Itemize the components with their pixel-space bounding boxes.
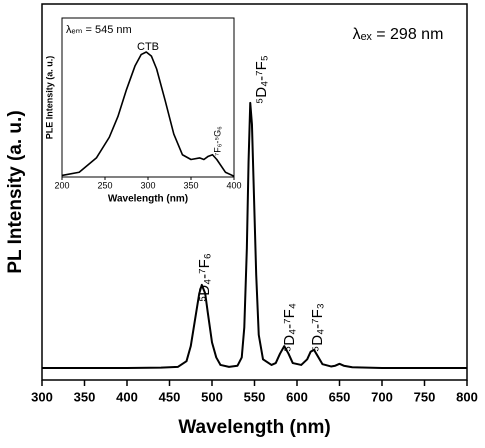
x-tick-label: 800 [456,389,478,404]
x-tick-label: 650 [329,389,351,404]
x-tick-label: 300 [140,180,155,190]
x-tick-label: 350 [74,389,96,404]
annotation: ⁵D₄-⁷F₄ [281,303,298,352]
x-tick-label: 400 [116,389,138,404]
spectrum-line [42,101,467,369]
x-tick-label: 750 [414,389,436,404]
x-tick-label: 350 [183,180,198,190]
y-axis-label: PLE Intensity (a. u.) [44,56,54,140]
x-tick-label: 400 [226,180,241,190]
annotation: ⁷F₆-⁵G₆ [212,126,222,156]
x-tick-label: 550 [244,389,266,404]
x-axis-label: Wavelength (nm) [178,417,330,438]
annotation: ⁵D₄-⁷F₆ [196,253,213,302]
annotation: λₑₓ = 298 nm [353,26,444,43]
y-axis-label: PL Intensity (a. u.) [5,110,26,273]
x-tick-label: 250 [97,180,112,190]
annotation: CTB [137,41,159,53]
x-tick-label: 300 [31,389,53,404]
x-tick-label: 200 [54,180,69,190]
x-tick-label: 600 [286,389,308,404]
annotation: ⁵D₄-⁷F₅ [253,55,270,104]
x-tick-label: 700 [371,389,393,404]
spectrum-line [61,51,235,177]
annotation: ⁵D₄-⁷F₃ [309,303,326,352]
x-tick-label: 500 [201,389,223,404]
x-axis-label: Wavelength (nm) [108,194,188,205]
annotation: λₑₘ = 545 nm [66,24,132,36]
x-tick-label: 450 [159,389,181,404]
